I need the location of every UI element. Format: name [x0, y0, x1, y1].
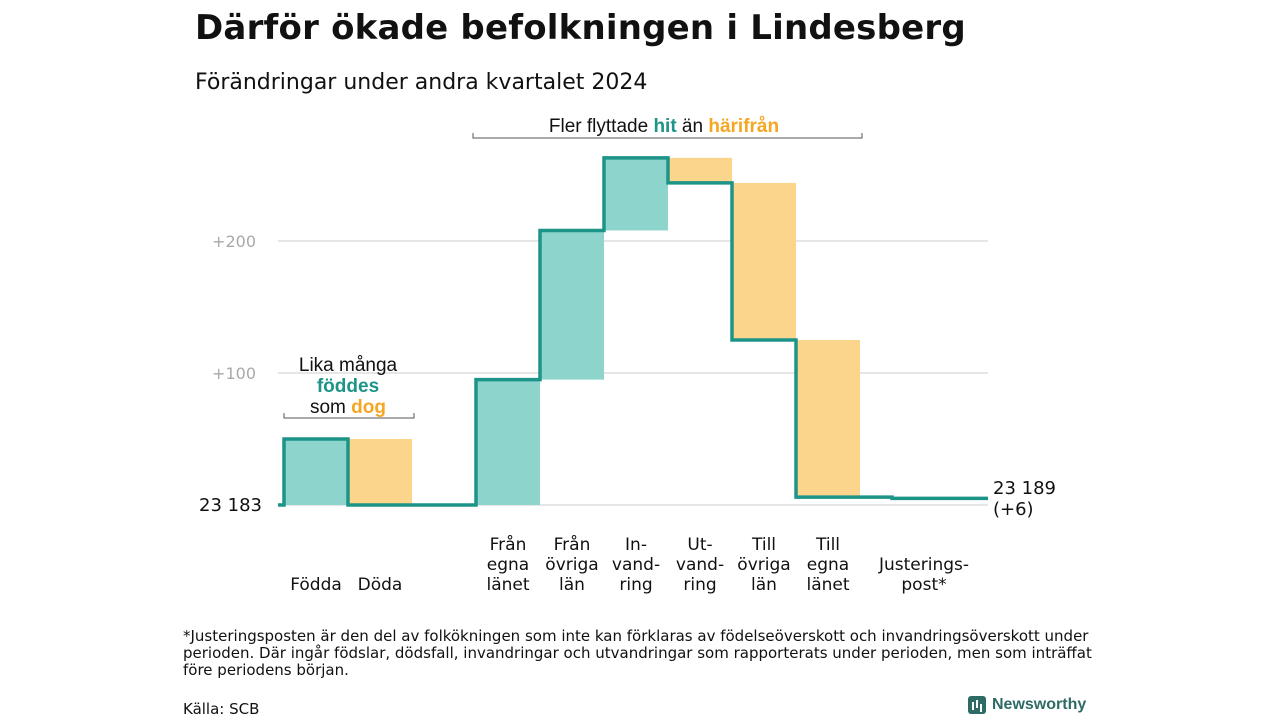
- bar-till-egna-länet: [796, 340, 860, 498]
- bar-från-övriga-län: [540, 230, 604, 380]
- bar-döda: [348, 439, 412, 505]
- end-value-label: (+6): [993, 499, 1034, 520]
- bar-invandring: [604, 157, 668, 231]
- annotation-bracket-births-deaths: [283, 413, 415, 419]
- y-tick-label: +200: [212, 232, 256, 251]
- bar-från-egna-länet: [476, 379, 540, 505]
- category-label: ring: [683, 575, 716, 595]
- y-tick-label: +100: [212, 364, 256, 383]
- category-label: Från: [490, 534, 527, 555]
- category-label: övriga: [545, 555, 598, 575]
- annotation-text-part: som: [310, 397, 351, 418]
- annotation-births-deaths: Lika många: [299, 355, 398, 376]
- brand-logo: Newsworthy: [968, 696, 1086, 714]
- brand-name: Newsworthy: [992, 696, 1087, 713]
- chart-title: Därför ökade befolkningen i Lindesberg: [195, 8, 966, 48]
- annotation-bracket-migration: [472, 133, 863, 139]
- end-value-label: 23 189: [993, 478, 1056, 499]
- category-label: Födda: [290, 575, 342, 595]
- category-label: Justerings-: [878, 555, 969, 575]
- bar-födda: [284, 439, 348, 505]
- annotation-births-deaths: föddes: [317, 376, 379, 397]
- category-label: län: [751, 575, 777, 595]
- annotation-migration: Fler flyttade hit än härifrån: [549, 116, 779, 137]
- category-label: vand-: [612, 555, 660, 575]
- category-label: län: [559, 575, 585, 595]
- category-label: länet: [806, 575, 849, 595]
- category-label: ring: [619, 575, 652, 595]
- annotation-births-deaths: som dog: [310, 397, 386, 418]
- step-line: [278, 156, 988, 507]
- annotation-text-part: dog: [351, 397, 386, 418]
- bar-till-övriga-län: [732, 182, 796, 340]
- category-label: egna: [807, 555, 849, 575]
- annotation-text-part: härifrån: [708, 116, 779, 137]
- annotation-text-part: än: [677, 116, 709, 137]
- chart-subtitle: Förändringar under andra kvartalet 2024: [195, 70, 648, 95]
- category-label: In-: [625, 535, 647, 555]
- category-label: länet: [486, 575, 529, 595]
- category-label: post*: [901, 575, 946, 595]
- annotation-text-part: hit: [653, 116, 677, 137]
- category-label: övriga: [737, 555, 790, 575]
- footnote: *Justeringsposten är den del av folkökni…: [183, 627, 1092, 679]
- category-label: Döda: [358, 575, 403, 595]
- bar-utvandring: [668, 157, 732, 183]
- category-label: Till: [751, 535, 776, 555]
- baseline-value-label: 23 183: [199, 495, 262, 516]
- annotation-text-part: föddes: [317, 376, 379, 397]
- annotation-text-part: Fler flyttade: [549, 116, 654, 137]
- category-label: Från: [554, 534, 591, 555]
- category-label: vand-: [676, 555, 724, 575]
- source-note: Källa: SCB: [183, 700, 260, 718]
- category-label: Till: [815, 535, 840, 555]
- annotation-text-part: Lika många: [299, 355, 398, 376]
- category-label: Ut-: [687, 535, 712, 555]
- newsworthy-icon: [968, 696, 986, 714]
- category-label: egna: [487, 555, 529, 575]
